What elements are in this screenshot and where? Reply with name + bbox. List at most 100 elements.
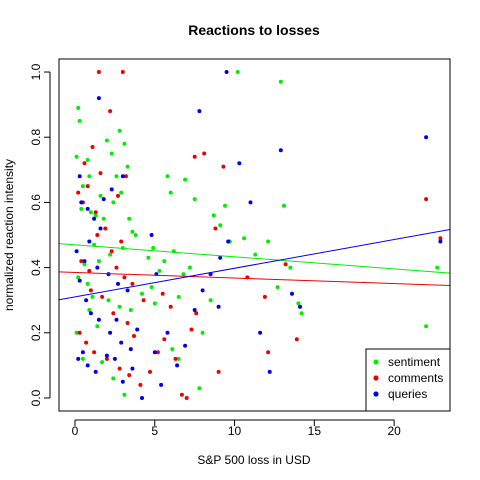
point-comments	[88, 288, 93, 293]
point-queries	[84, 298, 89, 303]
point-queries	[130, 366, 135, 371]
point-sentiment	[176, 356, 181, 361]
point-queries	[140, 396, 144, 400]
point-comments	[79, 259, 84, 264]
point-queries	[120, 379, 125, 384]
point-sentiment	[151, 246, 156, 250]
legend: sentiment comments queries	[365, 348, 451, 412]
x-tick-label: 20	[387, 424, 401, 438]
point-queries	[101, 197, 106, 202]
point-queries	[218, 255, 223, 260]
point-sentiment	[117, 128, 122, 133]
x-tick-label: 15	[308, 424, 322, 438]
point-comments	[132, 334, 136, 338]
legend-marker-comments	[373, 375, 379, 381]
chart-title: Reactions to losses	[188, 22, 320, 38]
point-sentiment	[80, 356, 85, 361]
point-comments	[92, 350, 97, 355]
point-comments	[127, 373, 132, 378]
legend-marker-queries	[373, 391, 379, 397]
point-sentiment	[74, 154, 79, 159]
point-comments	[117, 366, 122, 371]
point-sentiment	[223, 203, 227, 208]
point-comments	[114, 265, 119, 270]
point-sentiment	[128, 308, 133, 312]
point-comments	[184, 396, 189, 400]
point-queries	[98, 226, 103, 231]
point-comments	[103, 226, 108, 231]
point-queries	[175, 363, 180, 368]
point-comments	[424, 197, 429, 202]
point-sentiment	[87, 174, 92, 179]
point-queries	[165, 330, 170, 335]
point-queries	[96, 96, 101, 101]
plot-area	[59, 70, 450, 400]
point-queries	[120, 174, 125, 179]
point-sentiment	[200, 330, 205, 335]
point-comments	[125, 321, 130, 325]
point-comments	[96, 70, 101, 74]
point-comments	[84, 340, 89, 345]
point-sentiment	[82, 262, 87, 267]
point-sentiment	[218, 223, 223, 228]
point-sentiment	[122, 141, 127, 146]
point-comments	[216, 369, 221, 374]
point-comments	[87, 268, 92, 273]
point-sentiment	[106, 298, 111, 303]
point-queries	[290, 291, 294, 296]
point-sentiment	[80, 184, 85, 189]
point-comments	[141, 298, 146, 303]
point-queries	[226, 239, 231, 244]
point-queries	[85, 206, 90, 211]
point-comments	[90, 145, 95, 149]
point-queries	[104, 353, 109, 358]
point-sentiment	[130, 229, 135, 234]
point-sentiment	[235, 70, 240, 74]
point-sentiment	[125, 164, 130, 169]
point-sentiment	[127, 216, 132, 221]
point-comments	[124, 174, 128, 179]
point-queries	[128, 347, 133, 352]
point-queries	[76, 356, 81, 361]
point-comments	[213, 226, 218, 231]
point-queries	[298, 304, 302, 309]
point-sentiment	[211, 213, 216, 218]
point-sentiment	[87, 308, 92, 312]
trend-line-sentiment	[59, 243, 450, 274]
point-queries	[108, 330, 113, 335]
point-comments	[189, 327, 194, 332]
point-sentiment	[114, 174, 119, 179]
point-sentiment	[266, 239, 271, 244]
point-comments	[95, 233, 100, 237]
point-queries	[135, 327, 140, 332]
point-sentiment	[77, 118, 82, 123]
point-comments	[148, 369, 152, 374]
point-sentiment	[108, 252, 113, 257]
point-sentiment	[176, 294, 181, 299]
point-queries	[116, 281, 120, 286]
point-comments	[104, 356, 109, 361]
point-sentiment	[187, 265, 192, 270]
point-sentiment	[296, 301, 301, 306]
point-comments	[283, 262, 288, 267]
point-comments	[122, 275, 127, 280]
point-queries	[80, 350, 85, 355]
point-queries	[216, 304, 221, 309]
point-queries	[224, 70, 229, 74]
x-tick-label: 5	[151, 424, 158, 438]
point-queries	[237, 161, 242, 166]
point-queries	[74, 249, 79, 254]
point-sentiment	[242, 236, 247, 241]
point-queries	[258, 330, 263, 335]
point-queries	[96, 317, 101, 322]
point-sentiment	[424, 324, 429, 329]
point-sentiment	[122, 392, 127, 397]
point-comments	[194, 311, 199, 316]
point-queries	[248, 200, 253, 205]
point-comments	[130, 281, 135, 286]
point-sentiment	[181, 272, 186, 277]
point-sentiment	[140, 291, 144, 296]
point-queries	[85, 363, 90, 368]
point-sentiment	[90, 294, 95, 299]
point-queries	[95, 265, 100, 270]
